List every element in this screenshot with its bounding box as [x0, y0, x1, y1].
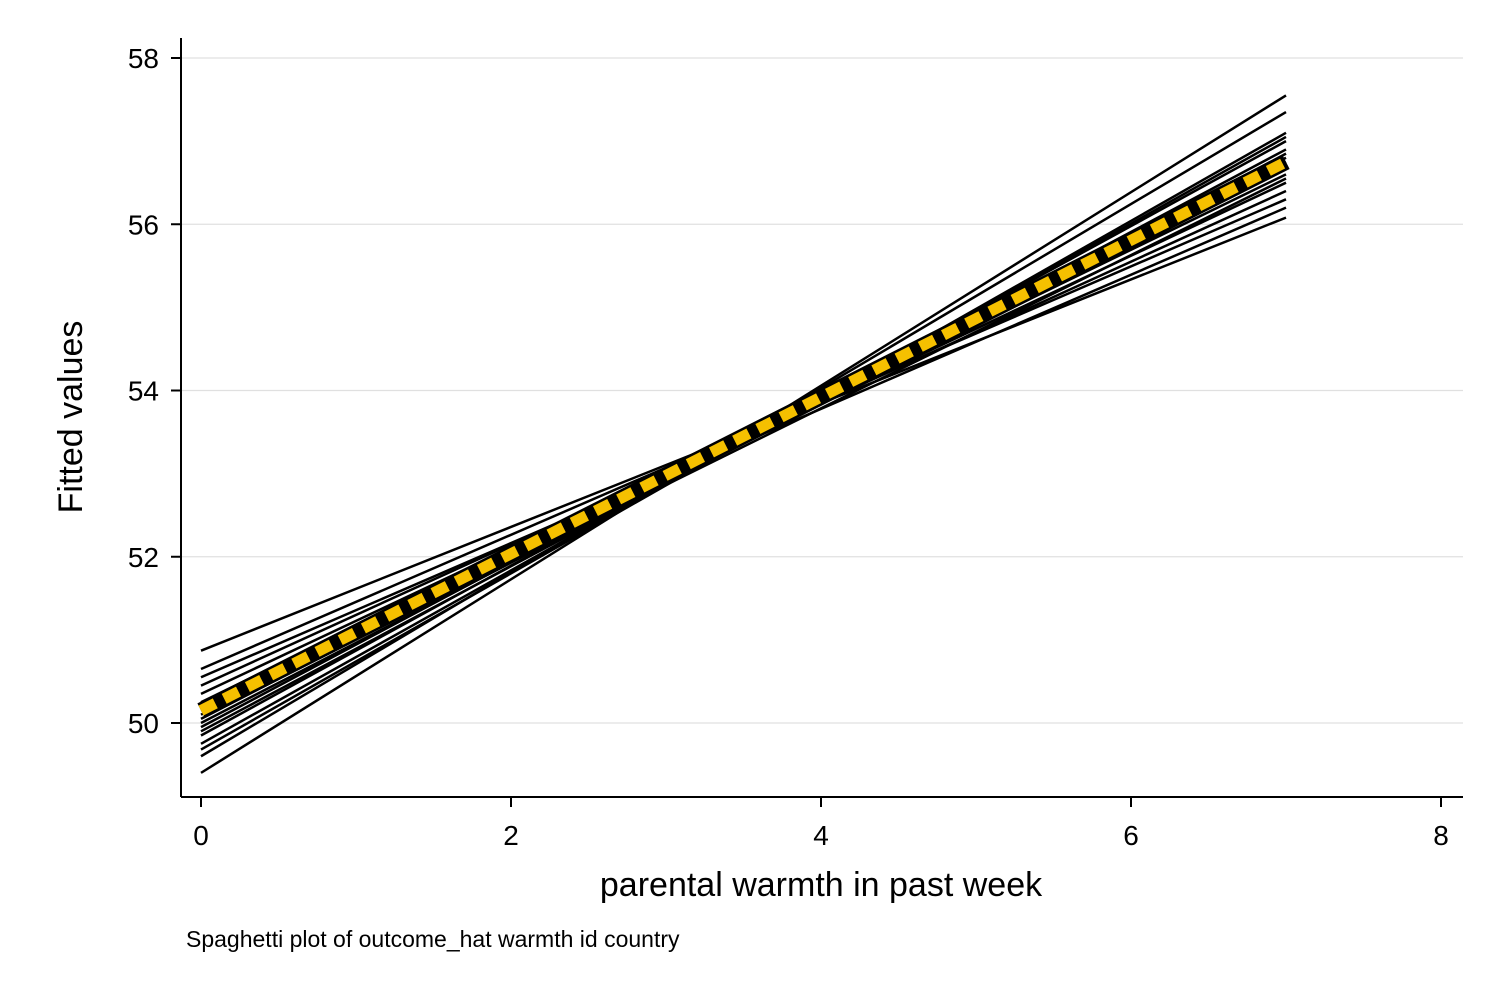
- y-tick-label: 58: [128, 43, 159, 74]
- y-tick-label: 54: [128, 376, 159, 407]
- x-tick-label: 6: [1123, 820, 1139, 851]
- y-tick-label: 56: [128, 209, 159, 240]
- x-ticks: 0 2 4 6 8: [193, 797, 1449, 851]
- average-line-layer: [197, 154, 1290, 718]
- average-line: [198, 156, 1289, 716]
- axes: [180, 38, 1463, 798]
- y-tick-label: 52: [128, 542, 159, 573]
- x-tick-label: 0: [193, 820, 209, 851]
- x-tick-label: 2: [503, 820, 519, 851]
- x-tick-label: 4: [813, 820, 829, 851]
- y-axis-title: Fitted values: [52, 321, 90, 514]
- x-axis-title: parental warmth in past week: [600, 866, 1043, 904]
- x-tick-label: 8: [1433, 820, 1449, 851]
- chart-note: Spaghetti plot of outcome_hat warmth id …: [186, 926, 680, 952]
- y-tick-label: 50: [128, 708, 159, 739]
- y-ticks: 50 52 54 56 58: [128, 43, 181, 739]
